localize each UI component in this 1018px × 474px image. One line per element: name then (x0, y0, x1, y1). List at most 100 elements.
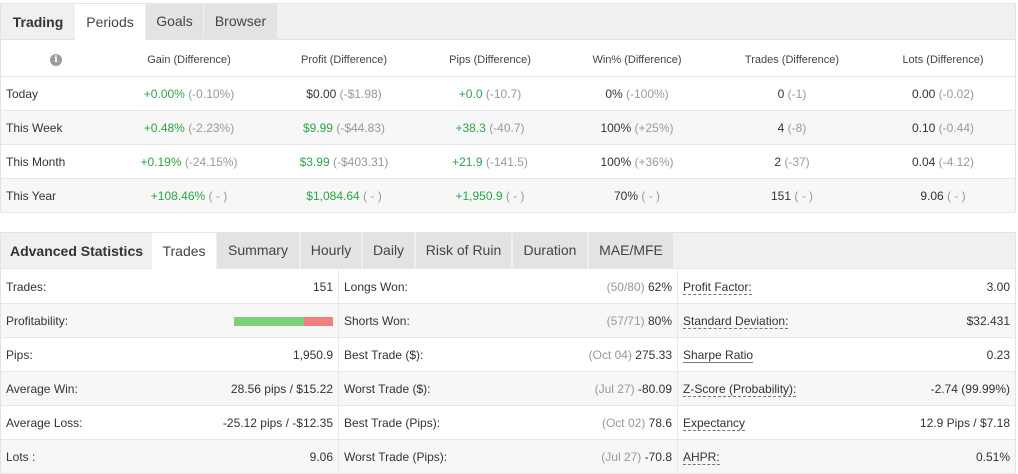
column-divider (677, 440, 678, 474)
tab-mae-mfe[interactable]: MAE/MFE (589, 233, 673, 268)
tab-trading[interactable]: Trading (12, 14, 64, 30)
period-profit-cell: $9.99 (-$44.83) (264, 111, 424, 145)
stat-row: Trades: 151 Longs Won: (50/80) 62% Profit Fa… (1, 270, 1015, 304)
header-profit: Profit (Difference) (301, 54, 387, 66)
period-trades-cell: 151 ( - ) (712, 179, 872, 213)
tab-browser[interactable]: Browser (204, 4, 277, 39)
period-pips-cell: +21.9 (-141.5) (410, 145, 570, 179)
column-divider (677, 338, 678, 372)
period-difference: (+36%) (634, 155, 674, 169)
period-pips-cell: +38.3 (-40.7) (410, 111, 570, 145)
period-row: Today +0.00% (-0.10%) $0.00 (-$1.98) +0.0 (… (1, 77, 1015, 111)
stat-label: Best Trade ($): (344, 348, 424, 362)
period-value: 151 (770, 189, 792, 203)
stat-row: Pips: 1,950.9 Best Trade ($): (Oct 04) 275.… (1, 338, 1015, 372)
stat-label-wrapper: AHPR: (683, 440, 720, 474)
stat-value-group: (Oct 04) 275.33 (589, 338, 672, 372)
period-lots-cell: 0.10 (-0.44) (863, 111, 1018, 145)
stat-cell-ratios: AHPR: 0.51% (678, 440, 1015, 474)
period-value: 0.10 (911, 121, 936, 135)
column-divider (677, 304, 678, 338)
period-difference: (-141.5) (485, 155, 528, 169)
stat-label: Shorts Won: (344, 314, 410, 328)
stat-label: Average Win: (6, 382, 78, 396)
stat-note: (Oct 04) (588, 348, 632, 362)
period-difference: ( - ) (363, 189, 382, 203)
column-divider (677, 406, 678, 440)
tab-hourly[interactable]: Hourly (301, 233, 361, 268)
tab-summary[interactable]: Summary (217, 233, 299, 268)
tab-risk-of-ruin[interactable]: Risk of Ruin (416, 233, 511, 268)
stat-value: $32.431 (966, 314, 1010, 328)
stat-value: 0.23 (986, 348, 1010, 362)
tab-trades[interactable]: Trades (152, 233, 216, 270)
period-value: +0.0 (458, 87, 483, 101)
period-value: $1,084.64 (306, 189, 360, 203)
period-gain-cell: +108.46% ( - ) (109, 179, 269, 213)
stat-tooltip-label[interactable]: Sharpe Ratio (683, 348, 754, 363)
header-gain: Gain (Difference) (147, 54, 231, 66)
stat-cell-trades: Worst Trade (Pips): (Jul 27) -70.8 (339, 440, 677, 474)
stat-tooltip-label[interactable]: Standard Deviation: (683, 314, 789, 329)
period-difference: ( - ) (505, 189, 525, 203)
stat-cell-ratios: Profit Factor: 3.00 (678, 270, 1015, 304)
tab-daily[interactable]: Daily (363, 233, 414, 268)
stat-note: (Oct 02) (601, 416, 646, 430)
stat-cell-ratios: Z-Score (Probability): -2.74 (99.99%) (678, 372, 1015, 406)
stat-cell-general: Trades: 151 (1, 270, 338, 304)
period-gain-cell: +0.48% (-2.23%) (109, 111, 269, 145)
period-profit-cell: $1,084.64 ( - ) (264, 179, 424, 213)
info-icon[interactable]: i (50, 54, 62, 67)
stat-cell-trades: Longs Won: (50/80) 62% (339, 270, 677, 304)
header-trades: Trades (Difference) (744, 54, 840, 66)
stat-label-wrapper: Profit Factor: (683, 270, 752, 304)
stat-note: (57/71) (606, 314, 645, 328)
trading-periods-panel: Trading Periods Goals Browser i Gain (Di… (0, 3, 1018, 213)
period-value: +0.00% (143, 87, 185, 101)
period-value: 0.00 (911, 87, 936, 101)
period-difference: (-40.7) (489, 121, 525, 135)
tab-duration[interactable]: Duration (513, 233, 587, 268)
period-difference: (-8) (787, 121, 807, 135)
stat-value-group: (Jul 27) -80.09 (595, 372, 672, 406)
stat-row: Lots : 9.06 Worst Trade (Pips): (Jul 27) -7… (1, 440, 1015, 474)
stat-tooltip-label[interactable]: Z-Score (Probability): (683, 382, 797, 397)
column-divider (338, 270, 339, 304)
stat-label: Longs Won: (344, 280, 408, 294)
tab-goals[interactable]: Goals (146, 4, 203, 39)
period-value: +1,950.9 (455, 189, 503, 203)
period-trades-cell: 0 (-1) (712, 77, 872, 111)
period-value: $0.00 (306, 87, 337, 101)
stat-value: -80.09 (637, 382, 672, 396)
profitability-bar (234, 317, 333, 326)
period-row: This Month +0.19% (-24.15%) $3.99 (-$403.3… (1, 145, 1015, 179)
stat-cell-trades: Worst Trade ($): (Jul 27) -80.09 (339, 372, 677, 406)
stat-cell-ratios: Expectancy 12.9 Pips / $7.18 (678, 406, 1015, 440)
stat-label-wrapper: Sharpe Ratio (683, 338, 754, 372)
period-label: This Year (6, 189, 57, 203)
stat-tooltip-label[interactable]: Expectancy (683, 416, 746, 431)
period-gain-cell: +0.19% (-24.15%) (109, 145, 269, 179)
period-difference: ( - ) (208, 189, 228, 203)
stat-value: -70.8 (644, 450, 672, 464)
period-lots-cell: 0.04 (-4.12) (863, 145, 1018, 179)
advanced-statistics-panel: Advanced Statistics Trades Summary Hourl… (0, 232, 1016, 474)
stat-cell-trades: Best Trade (Pips): (Oct 02) 78.6 (339, 406, 677, 440)
period-profit-cell: $0.00 (-$1.98) (264, 77, 424, 111)
stat-value: 275.33 (635, 348, 672, 362)
stat-value-group: (57/71) 80% (607, 304, 672, 338)
stat-label-wrapper: Expectancy (683, 406, 746, 440)
stat-label: Profitability: (6, 314, 69, 328)
column-divider (338, 440, 339, 474)
tab-periods[interactable]: Periods (75, 4, 145, 41)
stat-tooltip-label[interactable]: AHPR: (683, 450, 720, 465)
period-difference: ( - ) (947, 189, 966, 203)
stat-tooltip-label[interactable]: Profit Factor: (683, 280, 752, 295)
period-difference: (-10.7) (485, 87, 522, 101)
period-label: Today (6, 87, 39, 101)
period-value: $3.99 (299, 155, 330, 169)
stat-cell-trades: Shorts Won: (57/71) 80% (339, 304, 677, 338)
period-difference: (-24.15%) (184, 155, 238, 169)
period-trades-cell: 4 (-8) (712, 111, 872, 145)
tab-advanced-statistics[interactable]: Advanced Statistics (9, 243, 144, 259)
